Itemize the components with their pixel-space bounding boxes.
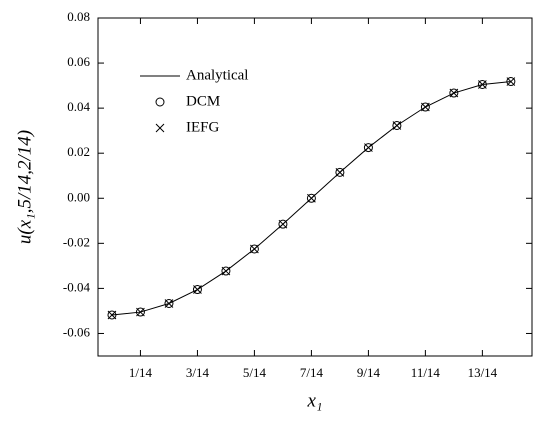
circle-marker xyxy=(506,77,516,87)
x-tick-label: 1/14 xyxy=(129,365,153,380)
y-tick-label: 0.08 xyxy=(67,9,90,24)
circle-marker xyxy=(335,167,345,177)
circle-marker xyxy=(221,266,231,276)
y-tick-label: 0.04 xyxy=(67,99,90,114)
circle-marker xyxy=(135,307,145,317)
x-axis-label: x₁ xyxy=(306,390,322,411)
cross-marker xyxy=(449,88,459,98)
circle-marker xyxy=(107,310,117,320)
y-axis-label: u(x₁,5/14,2/14) xyxy=(14,130,35,244)
cross-marker xyxy=(307,193,316,203)
circle-marker xyxy=(306,193,316,203)
cross-marker xyxy=(107,310,117,320)
cross-marker xyxy=(335,167,345,177)
cross-marker xyxy=(221,266,231,276)
circle-marker xyxy=(392,120,402,130)
x-tick-label: 7/14 xyxy=(300,365,324,380)
y-tick-label: -0.04 xyxy=(63,279,91,294)
cross-marker xyxy=(164,299,174,308)
y-tick-label: 0.06 xyxy=(67,54,90,69)
circle-marker xyxy=(477,79,487,89)
y-tick-label: -0.02 xyxy=(63,234,90,249)
cross-marker xyxy=(421,102,430,112)
cross-marker xyxy=(136,307,145,317)
circle-marker xyxy=(155,97,165,107)
cross-marker xyxy=(392,121,402,130)
cross-marker xyxy=(193,285,202,294)
cross-marker xyxy=(250,244,259,254)
legend-label: DCM xyxy=(186,93,220,109)
legend-label: Analytical xyxy=(186,67,248,83)
circle-marker xyxy=(363,143,373,153)
plot-frame xyxy=(97,17,533,357)
circle-marker xyxy=(420,102,430,112)
x-tick-label: 3/14 xyxy=(186,365,210,380)
cross-marker xyxy=(478,80,487,89)
legend-label: IEFG xyxy=(186,119,220,135)
circle-marker xyxy=(449,88,459,98)
circle-marker xyxy=(278,219,288,229)
circle-marker xyxy=(164,298,174,308)
cross-marker xyxy=(155,123,165,133)
cross-marker xyxy=(364,143,373,152)
cross-marker xyxy=(506,77,516,86)
circle-marker xyxy=(249,244,259,254)
y-tick-label: 0.00 xyxy=(67,189,90,204)
y-tick-label: 0.02 xyxy=(67,144,90,159)
x-tick-label: 9/14 xyxy=(357,365,381,380)
cross-marker xyxy=(278,219,288,229)
x-tick-label: 5/14 xyxy=(243,365,267,380)
circle-marker xyxy=(192,285,202,295)
x-tick-label: 11/14 xyxy=(411,365,441,380)
x-tick-label: 13/14 xyxy=(468,365,498,380)
y-tick-label: -0.06 xyxy=(63,324,91,339)
